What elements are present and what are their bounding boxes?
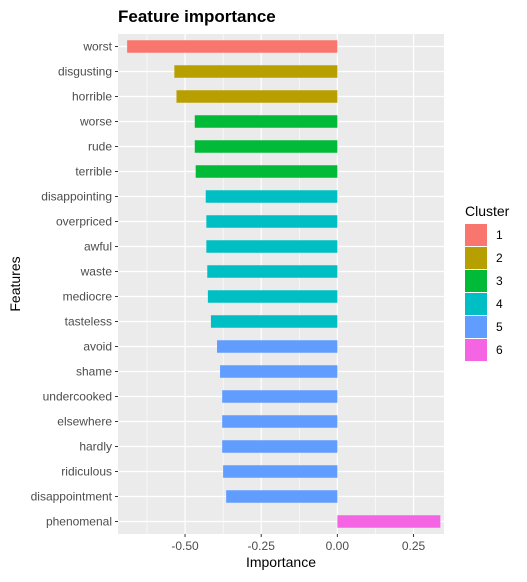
chart-title: Feature importance: [118, 7, 276, 26]
legend-label: 3: [496, 274, 503, 288]
legend-title: Cluster: [465, 203, 510, 219]
y-tick-label: rude: [88, 140, 112, 154]
y-tick-label: disappointing: [41, 190, 112, 204]
bar-horrible: [176, 90, 338, 103]
legend-key-3: [465, 270, 487, 292]
bar-shame: [220, 365, 338, 378]
legend-key-2: [465, 247, 487, 269]
y-tick-label: avoid: [83, 340, 112, 354]
y-tick-label: disappointment: [31, 490, 113, 504]
x-tick-label: -0.25: [248, 539, 276, 553]
bar-mediocre: [207, 290, 338, 303]
y-tick-label: undercooked: [43, 390, 112, 404]
x-ticks: -0.50 -0.25 0.00 0.25: [171, 534, 426, 553]
bar-tasteless: [210, 315, 338, 328]
bar-worst: [127, 40, 338, 53]
legend-label: 6: [496, 343, 503, 357]
bar-disgusting: [174, 65, 338, 78]
y-tick-labels: worst disgusting horrible worse rude terrible…: [31, 40, 118, 529]
legend-label: 5: [496, 320, 503, 334]
legend-key-1: [465, 224, 487, 246]
legend-key-6: [465, 339, 487, 361]
legend-key-4: [465, 293, 487, 315]
y-tick-label: awful: [84, 240, 112, 254]
bar-disappointment: [226, 490, 338, 503]
y-tick-label: tasteless: [65, 315, 112, 329]
bar-waste: [207, 265, 338, 278]
bar-disappointing: [205, 190, 338, 203]
x-tick-label: -0.50: [171, 539, 199, 553]
legend-label: 4: [496, 297, 503, 311]
bar-elsewhere: [222, 415, 338, 428]
bar-overpriced: [206, 215, 338, 228]
legend-label: 1: [496, 228, 503, 242]
y-tick-label: horrible: [72, 90, 112, 104]
y-tick-label: overpriced: [56, 215, 112, 229]
plot-panel: [118, 34, 444, 534]
y-tick-label: disgusting: [58, 65, 112, 79]
x-tick-label: 0.00: [326, 539, 350, 553]
y-tick-label: ridiculous: [61, 465, 112, 479]
bars-group: [127, 40, 441, 528]
x-tick-label: 0.25: [402, 539, 426, 553]
bar-awful: [206, 240, 338, 253]
bar-worse: [194, 115, 338, 128]
y-tick-label: hardly: [79, 440, 112, 454]
bar-rude: [194, 140, 338, 153]
bar-avoid: [217, 340, 338, 353]
y-tick-label: worst: [82, 40, 112, 54]
y-tick-label: shame: [76, 365, 112, 379]
y-axis-label: Features: [7, 256, 23, 311]
bar-hardly: [222, 440, 338, 453]
legend: Cluster 1 2 3 4 5 6: [465, 203, 510, 361]
bar-undercooked: [222, 390, 338, 403]
bar-ridiculous: [223, 465, 338, 478]
y-tick-label: elsewhere: [57, 415, 112, 429]
bar-phenomenal: [337, 515, 441, 528]
y-tick-label: phenomenal: [46, 515, 112, 529]
y-tick-label: terrible: [75, 165, 112, 179]
legend-label: 2: [496, 251, 503, 265]
x-axis-label: Importance: [246, 554, 316, 570]
y-tick-label: mediocre: [63, 290, 113, 304]
y-tick-label: waste: [80, 265, 113, 279]
y-tick-label: worse: [79, 115, 112, 129]
bar-terrible: [195, 165, 338, 178]
legend-key-5: [465, 316, 487, 338]
